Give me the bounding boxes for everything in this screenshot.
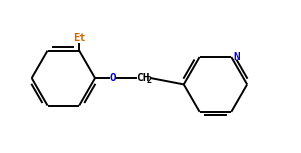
Text: Et: Et [73,33,85,43]
Text: O: O [109,73,116,83]
Text: N: N [233,52,240,62]
Text: CH: CH [136,73,150,83]
Text: 2: 2 [146,76,151,85]
